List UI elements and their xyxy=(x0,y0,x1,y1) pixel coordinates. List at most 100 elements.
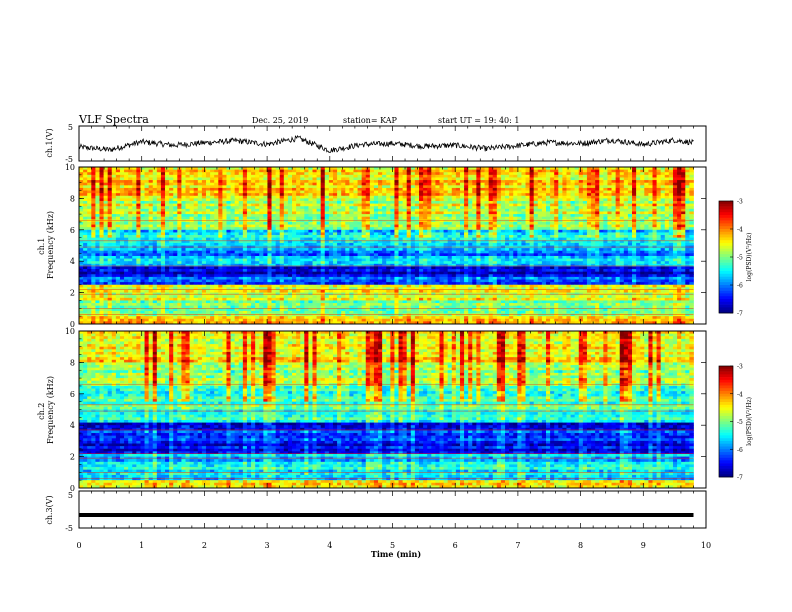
spectrogram-cell xyxy=(390,193,395,197)
spectrogram-cell xyxy=(672,198,678,202)
spectrogram-cell xyxy=(115,203,121,207)
spectrogram-cell xyxy=(353,182,358,186)
spectrogram-cell xyxy=(205,198,211,202)
spectrogram-cell xyxy=(632,203,637,207)
spectrogram-cell xyxy=(464,182,469,186)
spectrogram-cell xyxy=(214,235,219,239)
spectrogram-cell xyxy=(99,232,104,236)
spectrogram-cell xyxy=(193,185,199,189)
spectrogram-cell xyxy=(619,174,625,178)
spectrogram-cell xyxy=(537,203,543,207)
spectrogram-cell xyxy=(369,177,375,181)
spectrogram-cell xyxy=(218,248,223,252)
spectrogram-cell xyxy=(558,198,563,202)
spectrogram-cell xyxy=(525,198,531,202)
spectrogram-cell xyxy=(406,187,412,191)
spectrogram-cell xyxy=(652,248,657,252)
spectrogram-cell xyxy=(87,242,92,246)
spectrogram-cell xyxy=(439,229,444,233)
spectrogram-cell xyxy=(279,201,285,205)
spectrogram-cell xyxy=(419,214,424,218)
spectrogram-cell xyxy=(439,198,444,202)
spectrogram-cell xyxy=(210,232,215,236)
spectrogram-cell xyxy=(562,185,567,189)
spectrogram-cell xyxy=(181,193,186,197)
spectrogram-cell xyxy=(185,172,191,176)
spectrogram-cell xyxy=(382,221,387,225)
spectrogram-cell xyxy=(435,172,440,176)
spectrogram-cell xyxy=(365,167,371,171)
spectrogram-cell xyxy=(521,211,526,215)
spectrogram-cell xyxy=(689,219,694,223)
spectrogram-cell xyxy=(394,221,399,225)
spectrogram-cell xyxy=(341,169,346,173)
spectrogram-cell xyxy=(160,193,166,197)
spectrogram-cell xyxy=(537,229,543,233)
spectrogram-cell xyxy=(640,242,645,246)
spectrogram-cell xyxy=(681,187,686,191)
spectrogram-cell xyxy=(210,201,215,205)
spectrogram-cell xyxy=(99,248,104,252)
spectrogram-cell xyxy=(652,169,657,173)
spectrogram-cell xyxy=(160,208,166,212)
spectrogram-cell xyxy=(595,190,600,194)
spectrogram-cell xyxy=(599,219,604,223)
spectrogram-cell xyxy=(451,248,457,252)
spectrogram-cell xyxy=(205,219,211,223)
spectrogram-cell xyxy=(427,232,432,236)
spectrogram-cell xyxy=(79,206,84,210)
spectrogram-cell xyxy=(222,206,227,210)
spectrogram-cell xyxy=(246,198,252,202)
spectrogram-cell xyxy=(439,219,444,223)
spectrogram-cell xyxy=(513,174,518,178)
spectrogram-cell xyxy=(279,248,285,252)
spectrogram-cell xyxy=(550,221,555,225)
spectrogram-cell xyxy=(320,214,326,218)
spectrogram-cell xyxy=(132,211,137,215)
spectrogram-cell xyxy=(210,235,215,239)
spectrogram-cell xyxy=(627,185,633,189)
spectrogram-cell xyxy=(324,195,330,199)
spectrogram-cell xyxy=(660,169,666,173)
spectrogram-cell xyxy=(275,169,281,173)
spectrogram-cell xyxy=(685,180,690,184)
spectrogram-cell xyxy=(677,229,682,233)
spectrogram-cell xyxy=(177,187,182,191)
spectrogram-cell xyxy=(189,237,195,241)
spectrogram-cell xyxy=(205,214,211,218)
spectrogram-cell xyxy=(570,248,576,252)
spectrogram-cell xyxy=(668,195,674,199)
spectrogram-cell xyxy=(423,240,428,244)
spectrogram-cell xyxy=(455,177,461,181)
spectrogram-cell xyxy=(111,174,117,178)
spectrogram-cell xyxy=(640,221,645,225)
spectrogram-cell xyxy=(648,195,653,199)
spectrogram-cell xyxy=(476,237,481,241)
spectrogram-cell xyxy=(394,224,399,228)
spectrogram-cell xyxy=(238,219,244,223)
spectrogram-cell xyxy=(238,224,244,228)
spectrogram-cell xyxy=(160,195,166,199)
spectrogram-cell xyxy=(668,172,674,176)
spectrogram-cell xyxy=(320,235,326,239)
spectrogram-cell xyxy=(210,185,215,189)
spectrogram-cell xyxy=(627,203,633,207)
spectrogram-cell xyxy=(595,174,600,178)
spectrogram-cell xyxy=(361,182,367,186)
spectrogram-cell xyxy=(468,237,473,241)
spectrogram-cell xyxy=(83,187,88,191)
spectrogram-cell xyxy=(656,229,662,233)
spectrogram-cell xyxy=(246,174,252,178)
spectrogram-cell xyxy=(640,198,645,202)
spectrogram-cell xyxy=(558,190,563,194)
spectrogram-cell xyxy=(636,187,641,191)
spectrogram-cell xyxy=(615,240,621,244)
spectrogram-cell xyxy=(517,219,522,223)
spectrogram-cell xyxy=(349,229,354,233)
spectrogram-cell xyxy=(246,169,252,173)
spectrogram-cell xyxy=(251,235,256,239)
spectrogram-cell xyxy=(115,237,121,241)
spectrogram-cell xyxy=(341,250,346,254)
spectrogram-cell xyxy=(603,190,608,194)
spectrogram-cell xyxy=(369,174,375,178)
